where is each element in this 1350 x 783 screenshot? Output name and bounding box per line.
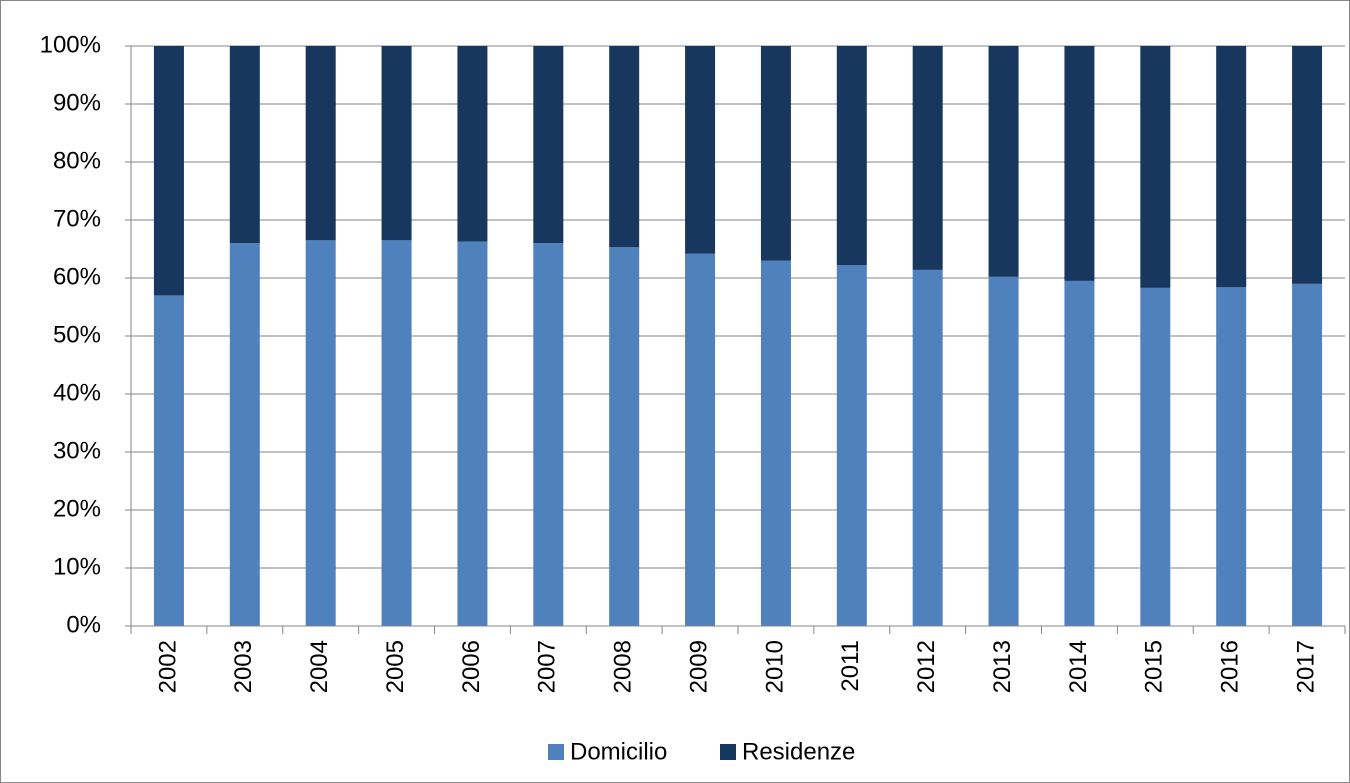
legend-swatch [548, 744, 564, 760]
bar-segment [153, 46, 184, 296]
x-tick-label: 2017 [1292, 640, 1319, 693]
bar-segment [912, 46, 943, 270]
x-tick-label: 2014 [1065, 640, 1092, 693]
bar-segment [1064, 46, 1095, 281]
y-tick-label: 40% [53, 379, 101, 406]
y-tick-label: 60% [53, 263, 101, 290]
y-tick-label: 100% [40, 31, 101, 58]
x-tick-label: 2006 [458, 640, 485, 693]
bar-segment [836, 46, 867, 266]
y-tick-label: 50% [53, 321, 101, 348]
bar-segment [988, 46, 1019, 277]
x-tick-label: 2007 [534, 640, 561, 693]
bar-segment [1140, 287, 1171, 626]
x-tick-label: 2016 [1217, 640, 1244, 693]
x-tick-label: 2012 [913, 640, 940, 693]
bar-segment [457, 46, 488, 242]
bar-segment [685, 253, 716, 626]
x-tick-label: 2009 [685, 640, 712, 693]
x-tick-label: 2011 [837, 640, 864, 692]
x-tick-label: 2013 [989, 640, 1016, 693]
x-tick-label: 2003 [230, 640, 257, 693]
bar-segment [1064, 280, 1095, 626]
legend-swatch [720, 744, 736, 760]
bar-segment [1292, 283, 1323, 626]
x-tick-label: 2002 [154, 640, 181, 693]
bar-segment [305, 240, 336, 627]
bar-segment [760, 46, 791, 261]
bar-segment [609, 247, 640, 626]
x-tick-label: 2004 [306, 640, 333, 693]
bar-segment [988, 276, 1019, 626]
bar-segment [153, 295, 184, 626]
bar-segment [836, 265, 867, 626]
bar-segment [229, 243, 260, 626]
x-tick-label: 2010 [761, 640, 788, 693]
bar-segment [533, 46, 564, 244]
bar-segment [381, 46, 412, 241]
legend-label: Residenze [742, 738, 855, 765]
bar-segment [1216, 46, 1247, 288]
y-tick-label: 30% [53, 437, 101, 464]
y-tick-label: 20% [53, 495, 101, 522]
y-tick-label: 90% [53, 89, 101, 116]
bar-segment [685, 46, 716, 254]
bar-segment [1292, 46, 1323, 284]
bar-segment [533, 243, 564, 626]
bar-segment [1216, 287, 1247, 626]
bar-segment [229, 46, 260, 244]
bar-segment [305, 46, 336, 241]
bar-segment [609, 46, 640, 248]
bar-segment [760, 260, 791, 626]
bar-segment [381, 240, 412, 627]
y-tick-label: 0% [66, 611, 101, 638]
y-tick-label: 80% [53, 147, 101, 174]
x-tick-label: 2008 [610, 640, 637, 693]
bar-segment [912, 269, 943, 626]
x-tick-label: 2015 [1141, 640, 1168, 693]
x-tick-label: 2005 [382, 640, 409, 693]
y-tick-label: 70% [53, 205, 101, 232]
y-tick-label: 10% [53, 553, 101, 580]
legend-label: Domicilio [570, 738, 667, 765]
bar-segment [457, 241, 488, 626]
bar-segment [1140, 46, 1171, 288]
